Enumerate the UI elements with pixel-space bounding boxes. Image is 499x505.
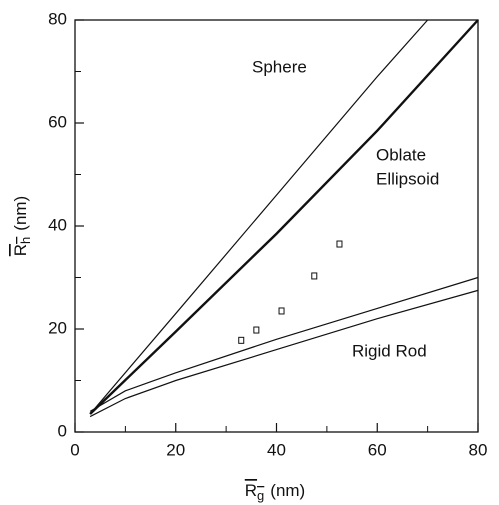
y-label-sub: h [18,237,33,244]
x-label-main: R [245,481,257,500]
data-point [336,240,343,248]
y-tick-label: 20 [48,318,67,337]
curve [89,276,479,412]
y-tick-label: 60 [48,112,67,131]
x-label-unit: (nm) [270,481,305,500]
curve [89,19,479,415]
y-tick-label: 80 [48,9,67,28]
x-tick-label: 40 [267,440,286,459]
curve-label: Rigid Rod [352,341,427,360]
curve [89,19,429,415]
data-point [278,307,285,315]
x-tick-label: 60 [368,440,387,459]
x-tick-label: 0 [70,440,79,459]
y-label-main: R [11,244,30,256]
x-tick-label: 80 [469,440,488,459]
curve [89,289,479,418]
curve-label: Ellipsoid [376,169,439,188]
curve-label: Oblate [376,145,426,164]
x-axis-label: Rg (nm) [245,481,305,503]
x-label-sub: g [257,488,264,503]
curve-label: Sphere [252,57,307,76]
y-tick-label: 0 [58,421,67,440]
data-point [238,336,245,344]
x-tick-label: 20 [166,440,185,459]
data-point [253,326,260,334]
data-point [311,272,318,280]
y-tick-label: 40 [48,215,67,234]
y-label-unit: (nm) [11,196,30,231]
y-axis-label: Rh (nm) [11,196,33,256]
